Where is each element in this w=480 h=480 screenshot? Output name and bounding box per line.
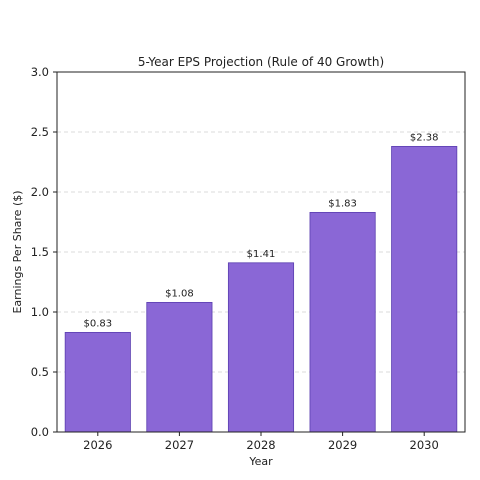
data-label-2026: $0.83 [83, 318, 112, 329]
data-label-2029: $1.83 [328, 198, 357, 209]
bars-group [64, 145, 458, 433]
x-tick-label-2027: 2027 [165, 438, 194, 452]
y-tick-label: 1.0 [31, 305, 49, 319]
bar-2029 [309, 211, 376, 433]
x-axis-label: Year [248, 455, 273, 468]
data-label-2030: $2.38 [410, 132, 439, 143]
bar-2030 [391, 145, 458, 433]
data-label-2028: $1.41 [247, 249, 276, 260]
x-tick-label-2028: 2028 [246, 438, 275, 452]
y-tick-label: 0.0 [31, 425, 49, 439]
x-axis-ticks: 2026 2027 2028 2029 2030 [83, 432, 439, 452]
data-labels-group: $0.83 $1.08 $1.41 $1.83 $2.38 [83, 132, 438, 329]
chart-title: 5-Year EPS Projection (Rule of 40 Growth… [138, 55, 384, 69]
y-tick-label: 0.5 [31, 365, 49, 379]
y-tick-label: 2.0 [31, 185, 49, 199]
y-tick-label: 3.0 [31, 65, 49, 79]
y-tick-label: 2.5 [31, 125, 49, 139]
x-tick-label-2026: 2026 [83, 438, 112, 452]
bar-2027 [146, 301, 213, 433]
x-tick-label-2029: 2029 [328, 438, 357, 452]
x-tick-label-2030: 2030 [410, 438, 439, 452]
data-label-2027: $1.08 [165, 288, 194, 299]
bar-2026 [64, 331, 131, 433]
y-axis-ticks: 0.0 0.5 1.0 1.5 2.0 2.5 3.0 [31, 65, 57, 439]
y-axis-label: Earnings Per Share ($) [11, 190, 24, 313]
y-tick-label: 1.5 [31, 245, 49, 259]
bar-2028 [227, 262, 295, 433]
